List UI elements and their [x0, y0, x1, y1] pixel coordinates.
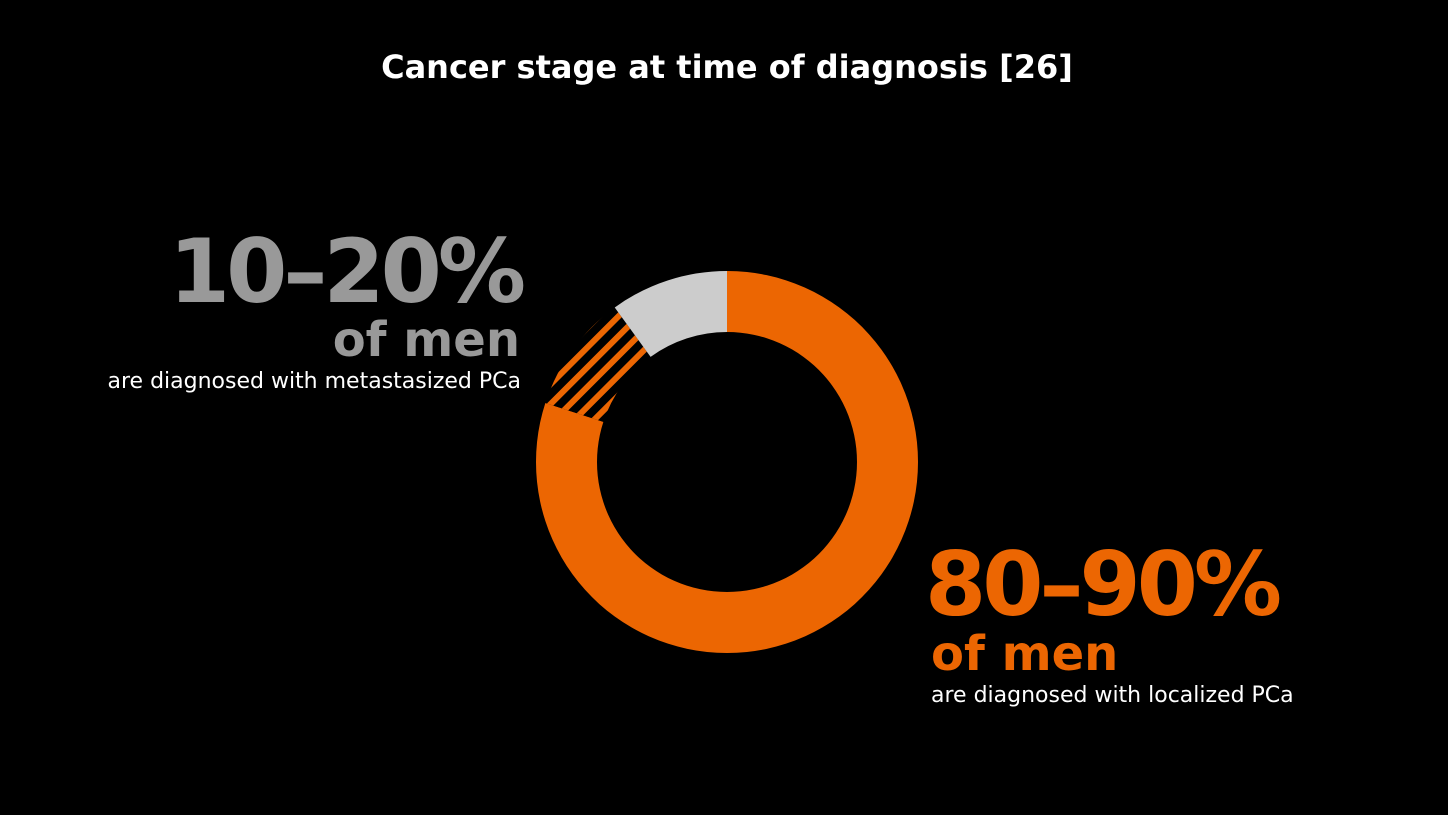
- annotation-value: 80–90%: [925, 533, 1280, 636]
- annotation-text: are diagnosed with localized PCa: [931, 683, 1294, 708]
- annotation-line: of men: [931, 626, 1118, 682]
- annotation-line: of men: [333, 312, 520, 368]
- annotation-value: 10–20%: [169, 220, 524, 323]
- annotation-text: are diagnosed with metastasized PCa: [108, 369, 522, 394]
- donut-segment: [535, 271, 918, 653]
- donut: [535, 271, 918, 653]
- chart-title: Cancer stage at time of diagnosis [26]: [381, 48, 1073, 86]
- donut-segment: [545, 307, 651, 422]
- donut-segment: [614, 271, 727, 357]
